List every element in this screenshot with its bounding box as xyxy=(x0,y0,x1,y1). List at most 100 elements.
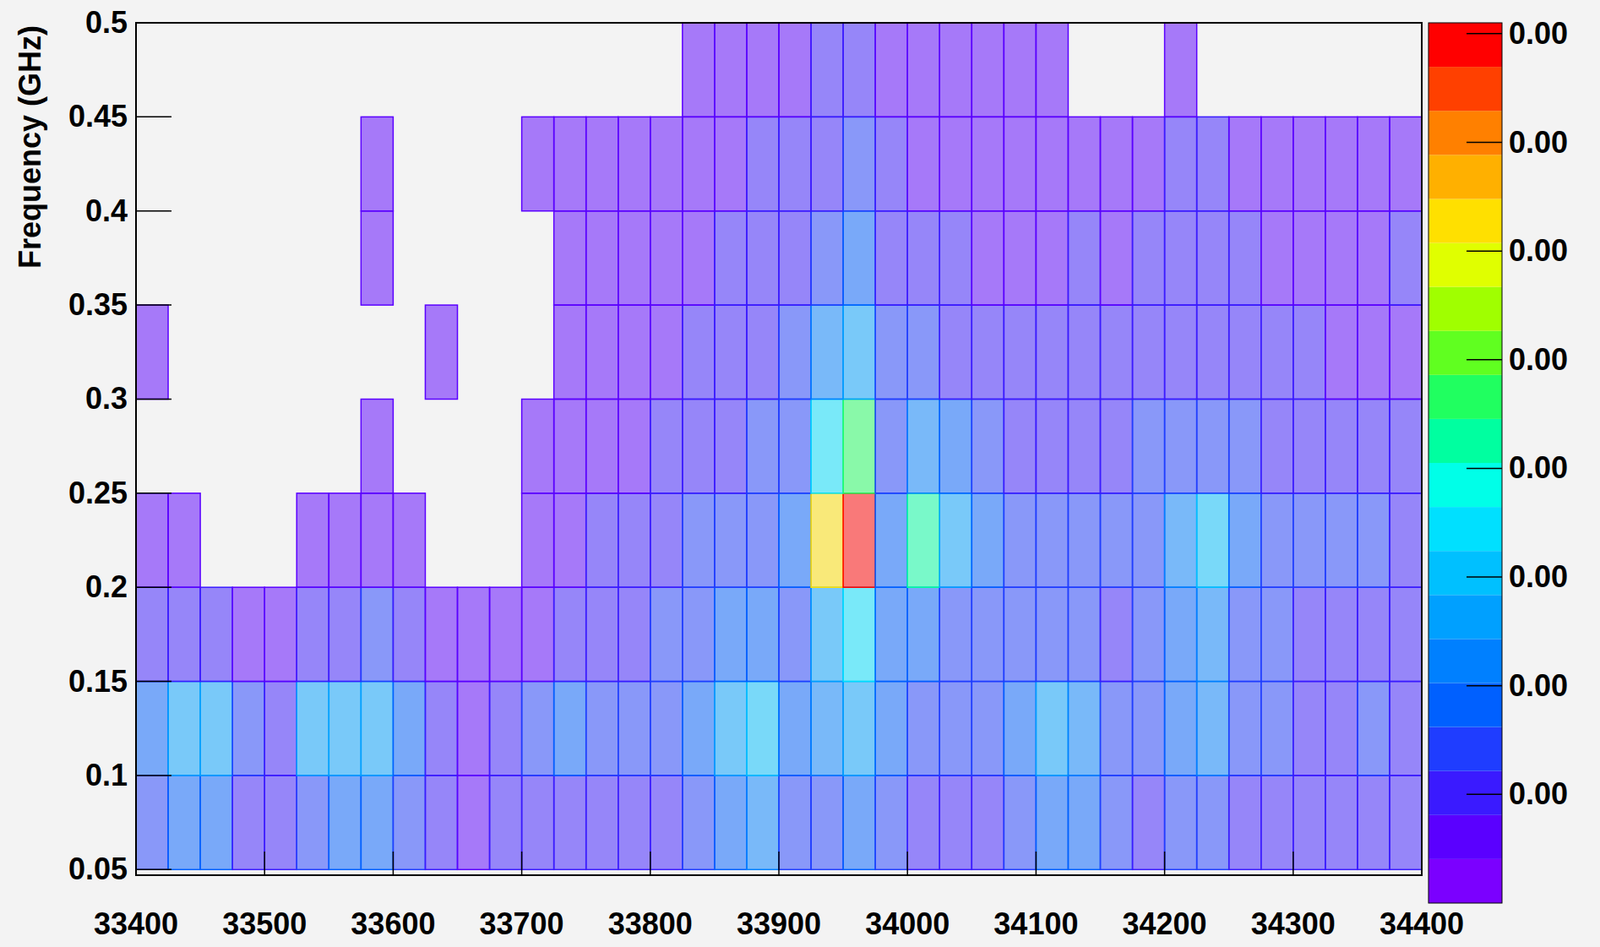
heat-cell xyxy=(1132,211,1165,305)
colorbar-tick xyxy=(1466,685,1503,687)
heat-cell xyxy=(1293,116,1326,211)
heat-cell xyxy=(360,116,393,211)
background xyxy=(0,0,1600,947)
heat-cell xyxy=(200,587,233,681)
x-tick xyxy=(263,851,266,876)
colorbar-tick-label: 0.00 xyxy=(1508,233,1568,268)
heat-cell xyxy=(1197,116,1230,211)
heat-cell xyxy=(1197,775,1230,870)
heat-cell xyxy=(618,493,651,588)
heat-cell xyxy=(328,493,361,588)
heat-cell xyxy=(650,775,683,870)
heat-cell xyxy=(232,681,265,776)
heat-cell xyxy=(1132,587,1165,681)
colorbar-tick-label: 0.00 xyxy=(1508,668,1568,703)
heat-cell xyxy=(1035,587,1068,681)
colorbar-band xyxy=(1428,771,1503,816)
heat-cell xyxy=(778,22,811,117)
heat-cell xyxy=(1035,304,1068,399)
heat-cell xyxy=(1067,211,1100,305)
heat-cell xyxy=(618,587,651,681)
heat-cell xyxy=(714,493,747,588)
heat-cell xyxy=(971,587,1004,681)
heat-cell xyxy=(714,116,747,211)
heat-cell xyxy=(618,116,651,211)
heat-cell xyxy=(392,493,425,588)
y-tick-label: 0.25 xyxy=(68,475,128,511)
x-tick xyxy=(392,851,395,876)
colorbar-band xyxy=(1428,110,1503,155)
y-tick xyxy=(136,869,172,871)
heat-cell xyxy=(778,304,811,399)
heat-cell xyxy=(682,116,715,211)
heat-cell xyxy=(1325,304,1358,399)
colorbar-band xyxy=(1428,154,1503,199)
y-tick xyxy=(136,116,172,119)
heat-cell xyxy=(586,587,619,681)
heat-cell xyxy=(1164,116,1198,211)
heat-cell xyxy=(1003,304,1036,399)
heat-cell xyxy=(907,211,940,305)
heat-cell xyxy=(714,22,747,117)
heat-cell xyxy=(778,211,811,305)
heat-cell xyxy=(1325,681,1358,776)
heat-cell xyxy=(328,775,361,870)
heat-cell xyxy=(714,398,747,493)
heat-cell xyxy=(843,681,876,776)
colorbar-tick-label: 0.00 xyxy=(1508,559,1568,594)
heat-cell xyxy=(489,681,523,776)
x-tick-label: 33600 xyxy=(350,906,436,942)
heat-cell xyxy=(1003,775,1036,870)
y-tick xyxy=(136,586,172,588)
heat-cell xyxy=(1067,398,1100,493)
heat-cell xyxy=(810,22,844,117)
heat-cell xyxy=(1389,116,1422,211)
heat-cell xyxy=(1035,211,1068,305)
y-tick-label: 0.5 xyxy=(85,5,128,40)
y-tick-label: 0.15 xyxy=(68,663,128,699)
heat-cell xyxy=(1164,775,1198,870)
plot-frame xyxy=(136,22,1422,876)
heat-cell xyxy=(1100,775,1133,870)
colorbar-band xyxy=(1428,375,1503,420)
heat-cell xyxy=(1357,493,1390,588)
y-tick-label: 0.1 xyxy=(85,757,128,793)
heat-cell xyxy=(522,398,555,493)
heat-cell xyxy=(1229,493,1262,588)
y-tick xyxy=(136,398,172,401)
heat-cell xyxy=(650,116,683,211)
heat-cell xyxy=(1261,681,1294,776)
colorbar-band xyxy=(1428,859,1503,904)
heat-cell xyxy=(939,493,972,588)
heat-cell xyxy=(714,304,747,399)
heat-cell xyxy=(1003,681,1036,776)
heat-cell xyxy=(168,493,201,588)
heat-cell xyxy=(939,587,972,681)
heat-cell xyxy=(1100,493,1133,588)
heat-cell xyxy=(650,681,683,776)
heat-cell xyxy=(1197,398,1230,493)
x-tick xyxy=(1035,851,1038,876)
heat-cell xyxy=(746,22,779,117)
heat-cell xyxy=(360,775,393,870)
heat-cell xyxy=(586,775,619,870)
heat-cell xyxy=(1293,211,1326,305)
y-tick-label: 0.35 xyxy=(68,287,128,322)
heat-cell xyxy=(843,398,876,493)
colorbar-band xyxy=(1428,683,1503,728)
heat-cell xyxy=(682,681,715,776)
heat-cell xyxy=(522,493,555,588)
colorbar-tick-label: 0.00 xyxy=(1508,776,1568,811)
y-axis-title: Frequency (GHz) xyxy=(12,25,48,269)
heat-cell xyxy=(1132,775,1165,870)
heat-cell xyxy=(586,398,619,493)
heat-cell xyxy=(522,587,555,681)
heat-cell xyxy=(714,587,747,681)
heat-cell xyxy=(907,587,940,681)
colorbar-band xyxy=(1428,594,1503,639)
heat-cell xyxy=(1035,22,1068,117)
heat-cell xyxy=(618,304,651,399)
heat-cell xyxy=(1164,211,1198,305)
x-tick-label: 33500 xyxy=(222,906,307,942)
x-tick-label: 34300 xyxy=(1251,906,1336,942)
